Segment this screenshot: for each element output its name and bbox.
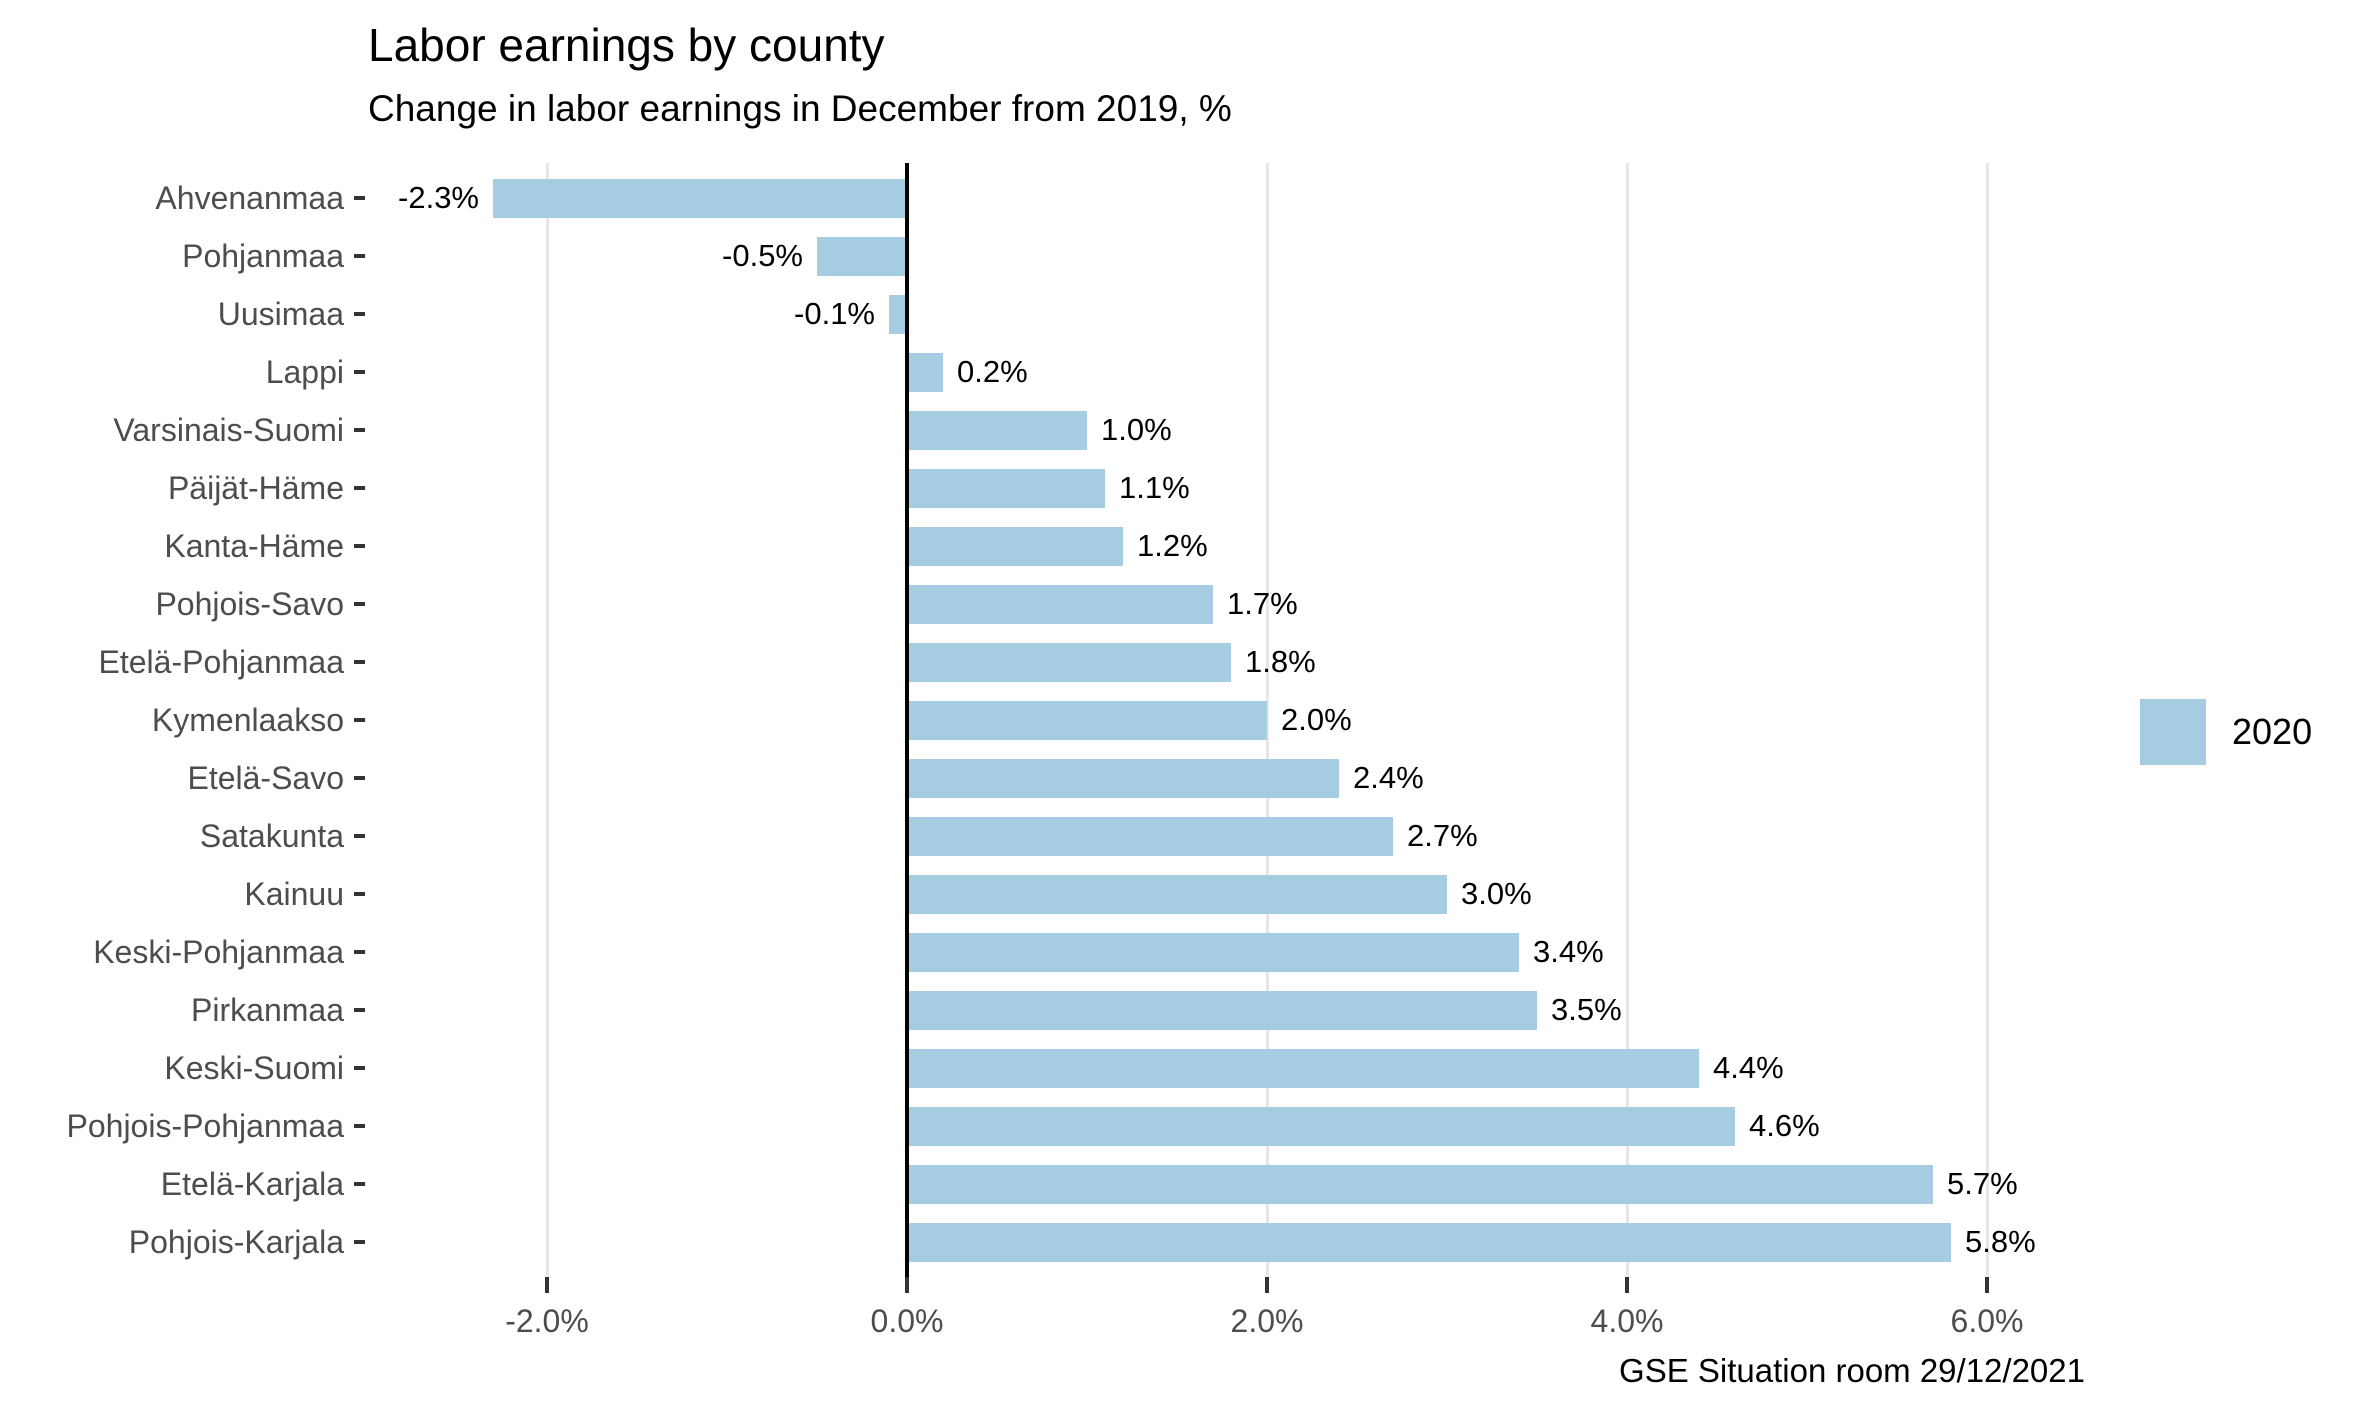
bar-Etelä-Pohjanmaa xyxy=(907,642,1231,682)
chart-caption: GSE Situation room 29/12/2021 xyxy=(1619,1352,2085,1389)
x-axis-tick xyxy=(905,1277,909,1293)
bar-Pirkanmaa xyxy=(907,990,1537,1030)
y-axis-tick xyxy=(354,544,365,548)
y-axis-tick xyxy=(354,660,365,664)
value-label: -0.5% xyxy=(722,238,803,273)
y-axis-label: Lappi xyxy=(265,354,344,390)
y-axis-label: Pirkanmaa xyxy=(191,992,344,1028)
x-axis-tick-label: 4.0% xyxy=(1590,1303,1664,1339)
value-label: 4.6% xyxy=(1749,1108,1820,1143)
y-axis-label: Kainuu xyxy=(244,876,344,912)
value-label: 4.4% xyxy=(1713,1050,1784,1085)
bar-Kymenlaakso xyxy=(907,700,1267,740)
bar-Pohjanmaa xyxy=(817,236,907,276)
y-axis-label: Keski-Pohjanmaa xyxy=(93,934,344,970)
bar-Pohjois-Savo xyxy=(907,584,1213,624)
y-axis-tick xyxy=(354,834,365,838)
value-label: 5.7% xyxy=(1947,1166,2018,1201)
y-axis-tick xyxy=(354,1182,365,1186)
y-axis-label: Ahvenanmaa xyxy=(155,180,344,216)
value-label: -0.1% xyxy=(794,296,875,331)
y-axis-tick xyxy=(354,1066,365,1070)
y-axis-label: Uusimaa xyxy=(217,296,344,332)
value-label: 0.2% xyxy=(957,354,1028,389)
bar-Pohjois-Pohjanmaa xyxy=(907,1106,1735,1146)
bar-Uusimaa xyxy=(889,294,907,334)
y-axis-tick xyxy=(354,486,365,490)
value-label: 5.8% xyxy=(1965,1224,2036,1259)
y-axis-tick xyxy=(354,1008,365,1012)
y-axis-tick xyxy=(354,776,365,780)
y-axis-label: Etelä-Karjala xyxy=(160,1166,344,1202)
gridline-4 xyxy=(1626,163,1629,1277)
bar-Etelä-Savo xyxy=(907,758,1339,798)
bar-Keski-Suomi xyxy=(907,1048,1699,1088)
legend-label: 2020 xyxy=(2232,711,2313,752)
zero-reference-line xyxy=(905,163,909,1277)
bar-Pohjois-Karjala xyxy=(907,1222,1951,1262)
y-axis-label: Kymenlaakso xyxy=(151,702,344,738)
y-axis-label: Pohjois-Karjala xyxy=(128,1224,344,1260)
bar-Ahvenanmaa xyxy=(493,178,907,218)
chart-subtitle: Change in labor earnings in December fro… xyxy=(368,88,1232,129)
value-label: 1.7% xyxy=(1227,586,1298,621)
y-axis-label: Kanta-Häme xyxy=(164,528,344,564)
value-label: 1.0% xyxy=(1101,412,1172,447)
value-label: 3.4% xyxy=(1533,934,1604,969)
bar-Lappi xyxy=(907,352,943,392)
y-axis-tick xyxy=(354,196,365,200)
value-label: 2.0% xyxy=(1281,702,1352,737)
y-axis-tick xyxy=(354,950,365,954)
y-axis-tick xyxy=(354,312,365,316)
value-label: 3.5% xyxy=(1551,992,1622,1027)
bar-Varsinais-Suomi xyxy=(907,410,1087,450)
y-axis-label: Pohjois-Pohjanmaa xyxy=(66,1108,345,1144)
y-axis-label: Pohjanmaa xyxy=(182,238,344,274)
y-axis-label: Päijät-Häme xyxy=(167,470,344,506)
y-axis-tick xyxy=(354,254,365,258)
x-axis-tick-label: 2.0% xyxy=(1230,1303,1304,1339)
gridline-6 xyxy=(1986,163,1989,1277)
value-label: 2.7% xyxy=(1407,818,1478,853)
value-label: 1.2% xyxy=(1137,528,1208,563)
legend: 2020 xyxy=(2140,699,2312,765)
x-axis-tick-label: 6.0% xyxy=(1950,1303,2024,1339)
y-axis-tick xyxy=(354,718,365,722)
x-axis-tick xyxy=(545,1277,549,1293)
gridline--2 xyxy=(546,163,549,1277)
y-axis-label: Etelä-Pohjanmaa xyxy=(98,644,344,680)
y-axis-label: Etelä-Savo xyxy=(187,760,344,796)
bar-Etelä-Karjala xyxy=(907,1164,1933,1204)
x-axis-tick-label: 0.0% xyxy=(870,1303,944,1339)
y-axis-label: Keski-Suomi xyxy=(164,1050,344,1086)
y-axis-tick xyxy=(354,602,365,606)
chart-title: Labor earnings by county xyxy=(368,19,885,71)
y-axis-tick xyxy=(354,428,365,432)
x-axis-tick xyxy=(1625,1277,1629,1293)
x-axis-tick xyxy=(1985,1277,1989,1293)
y-axis-tick xyxy=(354,370,365,374)
y-axis-tick xyxy=(354,1124,365,1128)
value-label: 1.1% xyxy=(1119,470,1190,505)
bar-Päijät-Häme xyxy=(907,468,1105,508)
legend-color-swatch xyxy=(2140,699,2206,765)
y-axis-tick xyxy=(354,892,365,896)
y-axis-label: Pohjois-Savo xyxy=(155,586,344,622)
value-label: -2.3% xyxy=(398,180,479,215)
y-axis-tick xyxy=(354,1240,365,1244)
bar-Keski-Pohjanmaa xyxy=(907,932,1519,972)
bar-Kainuu xyxy=(907,874,1447,914)
value-label: 2.4% xyxy=(1353,760,1424,795)
gridline-2 xyxy=(1266,163,1269,1277)
bar-Kanta-Häme xyxy=(907,526,1123,566)
y-axis-label: Satakunta xyxy=(199,818,344,854)
y-axis-label: Varsinais-Suomi xyxy=(113,412,344,448)
value-label: 3.0% xyxy=(1461,876,1532,911)
value-label: 1.8% xyxy=(1245,644,1316,679)
x-axis-tick-label: -2.0% xyxy=(505,1303,589,1339)
bar-Satakunta xyxy=(907,816,1393,856)
x-axis-tick xyxy=(1265,1277,1269,1293)
